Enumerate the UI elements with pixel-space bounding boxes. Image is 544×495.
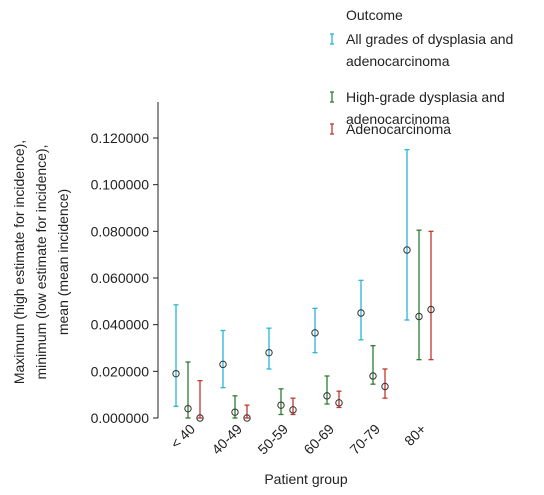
y-ticks: 0.000000 0.020000 0.040000 0.060000 0.080000… <box>91 130 158 426</box>
legend: Outcome All grades of dysplasia and adeno… <box>330 7 513 137</box>
mean-point <box>323 392 331 400</box>
mean-point <box>243 414 251 422</box>
mean-point <box>427 305 435 314</box>
x-axis-title: Patient group <box>264 471 347 487</box>
mean-point <box>381 382 389 391</box>
mean-point <box>219 360 227 369</box>
legend-label: All grades of dysplasia and <box>346 31 513 47</box>
mean-point <box>311 329 319 337</box>
series-1 <box>172 149 411 407</box>
legend-item: Adenocarcinoma <box>330 121 451 137</box>
mean-point <box>369 372 377 380</box>
y-axis-title-line: Maximum (high estimate for incidence), <box>11 140 27 384</box>
x-tick-label: < 40 <box>167 421 198 452</box>
mean-point <box>196 414 204 422</box>
y-tick-label: 0.000000 <box>91 410 150 426</box>
x-ticks: < 40 40-49 50-59 60-69 70-79 80+ <box>167 421 429 458</box>
mean-point <box>357 309 365 317</box>
mean-point <box>231 408 239 416</box>
legend-title: Outcome <box>346 7 403 23</box>
y-tick-label: 0.060000 <box>91 270 150 286</box>
mean-point <box>277 401 285 409</box>
y-tick-label: 0.020000 <box>91 363 150 379</box>
y-tick-label: 0.040000 <box>91 317 150 333</box>
y-axis-title: Maximum (high estimate for incidence), mi… <box>11 140 71 384</box>
y-tick-label: 0.120000 <box>91 130 150 146</box>
y-tick-label: 0.080000 <box>91 223 150 239</box>
mean-point <box>289 406 297 414</box>
y-axis-title-line: mean (mean incidence) <box>55 189 71 335</box>
y-axis-title-line: minimum (low estimate for incidence), <box>33 145 49 380</box>
mean-point <box>403 246 411 254</box>
y-tick-label: 0.100000 <box>91 177 150 193</box>
x-tick-label: 60-69 <box>300 421 337 458</box>
legend-label: Adenocarcinoma <box>346 121 451 137</box>
mean-point <box>335 399 343 407</box>
mean-point <box>415 312 423 321</box>
x-tick-label: 40-49 <box>208 421 245 458</box>
x-tick-label: 70-79 <box>346 421 383 458</box>
legend-item: High-grade dysplasia and adenocarcinoma <box>330 89 505 127</box>
series-3 <box>196 230 435 422</box>
legend-label: adenocarcinoma <box>346 53 450 69</box>
legend-label: adenocarcinoma <box>346 111 450 127</box>
legend-item: All grades of dysplasia and adenocarcinom… <box>330 31 513 69</box>
mean-point <box>172 369 180 378</box>
mean-point <box>184 404 192 413</box>
mean-point <box>265 348 273 357</box>
plot-area <box>172 149 435 422</box>
x-tick-label: 50-59 <box>254 421 291 458</box>
x-tick-label: 80+ <box>401 421 429 449</box>
legend-label: High-grade dysplasia and <box>346 89 505 105</box>
series-2 <box>184 229 423 419</box>
